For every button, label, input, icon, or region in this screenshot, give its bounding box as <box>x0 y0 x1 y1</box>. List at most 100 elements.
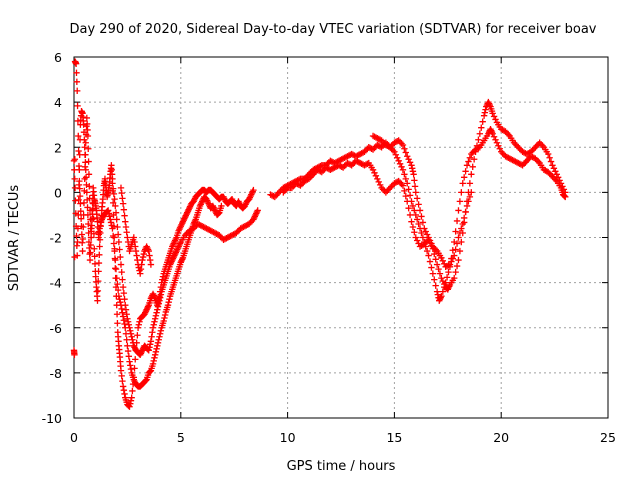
data-point <box>458 225 465 232</box>
data-point <box>476 130 484 137</box>
data-point <box>104 207 112 214</box>
data-point <box>401 187 408 195</box>
data-point <box>122 223 130 231</box>
data-point <box>453 240 461 247</box>
data-point <box>74 238 81 246</box>
data-point <box>95 259 103 267</box>
data-point <box>401 171 408 178</box>
data-point <box>472 148 479 155</box>
data-point <box>425 252 432 259</box>
data-point <box>146 344 153 351</box>
data-point <box>71 156 79 163</box>
data-point <box>428 264 435 271</box>
data-point <box>94 297 101 304</box>
data-point <box>119 377 126 385</box>
data-point <box>405 156 412 163</box>
data-point <box>465 198 472 205</box>
data-point <box>411 183 419 190</box>
data-point <box>411 229 418 236</box>
data-point <box>95 268 102 275</box>
data-point <box>415 201 422 208</box>
data-point <box>401 145 408 152</box>
data-point <box>121 320 128 328</box>
data-point <box>438 254 445 262</box>
data-point <box>156 294 164 301</box>
data-point <box>118 305 125 313</box>
data-point <box>439 257 447 265</box>
data-point <box>77 207 84 215</box>
data-point <box>399 182 407 189</box>
data-point <box>495 142 502 149</box>
data-point <box>113 216 120 223</box>
data-point <box>149 329 156 336</box>
data-point <box>74 117 82 125</box>
data-point <box>80 129 88 136</box>
data-point <box>86 244 93 252</box>
data-point <box>391 148 398 155</box>
data-point <box>81 136 88 143</box>
data-point <box>547 158 555 165</box>
data-point <box>410 171 417 178</box>
y-tick-label: 4 <box>54 95 62 110</box>
data-point <box>406 192 414 199</box>
x-tick-label: 20 <box>493 430 509 445</box>
data-point <box>426 237 434 244</box>
data-point <box>421 225 428 232</box>
data-point <box>154 306 161 313</box>
data-point <box>129 336 136 343</box>
data-point <box>372 172 380 180</box>
data-point <box>117 367 125 374</box>
data-point <box>468 171 475 178</box>
data-point <box>131 238 138 246</box>
data-point <box>418 229 425 237</box>
data-point <box>165 298 172 306</box>
data-point <box>317 168 324 175</box>
data-point <box>156 297 163 304</box>
data-point <box>411 177 418 184</box>
data-point <box>84 132 92 140</box>
data-point <box>88 216 95 223</box>
data-point <box>156 330 164 337</box>
data-point <box>455 207 462 214</box>
data-point <box>84 204 91 211</box>
data-point <box>82 166 89 174</box>
data-point <box>123 311 130 318</box>
data-point <box>109 225 116 232</box>
data-point <box>466 180 474 187</box>
data-point <box>75 196 82 204</box>
data-point <box>517 161 525 168</box>
data-point <box>146 368 154 375</box>
data-point <box>120 206 128 213</box>
data-point <box>405 204 412 212</box>
data-point <box>79 235 87 243</box>
data-point <box>125 353 133 360</box>
data-point <box>466 154 474 161</box>
data-point <box>409 168 417 175</box>
data-point <box>151 318 158 325</box>
x-tick-label: 25 <box>600 430 616 445</box>
data-point <box>121 390 128 398</box>
data-point <box>452 268 459 276</box>
data-point <box>96 225 103 232</box>
data-point <box>116 246 123 253</box>
data-point <box>155 300 162 307</box>
data-point <box>76 185 83 192</box>
data-point <box>218 202 225 210</box>
data-point <box>114 223 121 231</box>
data-point <box>70 157 78 164</box>
data-point <box>402 175 409 183</box>
data-point <box>139 253 147 261</box>
data-point <box>490 113 498 120</box>
data-point <box>84 211 92 219</box>
y-tick-label: -6 <box>50 321 63 336</box>
data-point <box>86 256 94 264</box>
data-point <box>72 60 80 67</box>
data-point <box>77 215 85 222</box>
data-point <box>119 313 127 320</box>
data-point <box>112 202 119 210</box>
data-point <box>130 234 138 241</box>
data-point <box>456 198 464 205</box>
data-point <box>151 351 159 359</box>
data-point <box>415 220 422 228</box>
data-point <box>368 145 375 152</box>
